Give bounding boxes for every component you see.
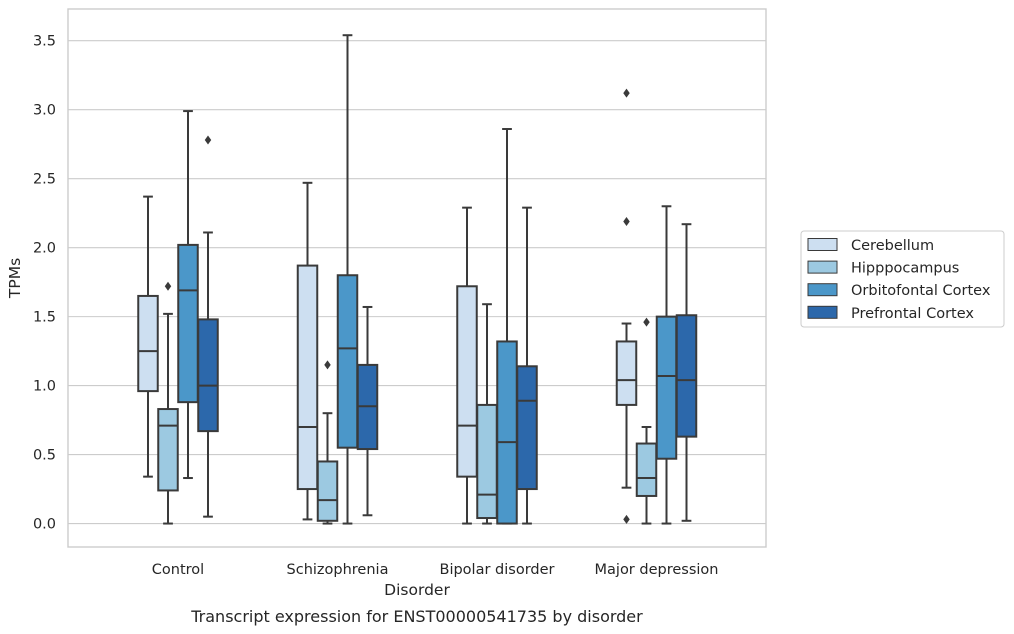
y-tick-label: 2.5	[33, 172, 56, 188]
plot-frame	[67, 8, 767, 548]
chart-caption: Transcript expression for ENST0000054173…	[190, 607, 643, 626]
box-iqr	[675, 314, 698, 438]
x-axis-label: Disorder	[384, 581, 450, 599]
box-iqr	[316, 460, 339, 522]
box-cerebellum-0	[137, 195, 159, 478]
legend-label: Orbitofontal Cortex	[851, 283, 991, 299]
legend-swatch	[807, 260, 838, 274]
box-orbitofontal-cortex-1	[336, 34, 359, 525]
box-hipppocampus-2	[476, 303, 498, 525]
box-iqr	[655, 315, 678, 460]
box-prefrontal-cortex-2	[516, 206, 538, 525]
legend-frame	[800, 230, 1005, 328]
outlier-point	[623, 514, 630, 524]
box-iqr	[137, 294, 159, 393]
x-tick-label: Bipolar disorder	[440, 562, 555, 578]
y-axis-label: TPMs	[6, 258, 24, 299]
box-iqr	[336, 274, 359, 449]
box-iqr	[496, 340, 518, 525]
box-cerebellum-3	[615, 88, 638, 524]
box-iqr	[615, 340, 638, 406]
box-orbitofontal-cortex-0	[177, 110, 199, 480]
outlier-point	[623, 88, 630, 98]
box-iqr	[516, 365, 538, 491]
y-tick-label: 0.5	[33, 448, 56, 464]
outlier-point	[324, 360, 331, 370]
y-tick-label: 2.0	[33, 241, 56, 257]
x-axis-ticks: Control Schizophrenia Bipolar disorder Majo…	[152, 562, 719, 578]
x-tick-label: Control	[152, 562, 204, 578]
legend-swatch	[807, 283, 838, 297]
box-iqr	[476, 403, 498, 520]
outlier-point	[164, 281, 172, 291]
box-iqr	[296, 264, 319, 491]
box-iqr	[456, 285, 478, 478]
y-tick-label: 0.0	[33, 517, 56, 533]
y-tick-label: 3.5	[33, 34, 56, 50]
box-cerebellum-1	[296, 181, 319, 521]
y-tick-label: 1.0	[33, 379, 56, 395]
box-prefrontal-cortex-3	[675, 223, 698, 522]
box-prefrontal-cortex-0	[197, 135, 219, 518]
box-iqr	[635, 442, 658, 497]
box-hipppocampus-1	[316, 360, 339, 525]
box-cerebellum-2	[456, 206, 478, 525]
legend-label: Hipppocampus	[851, 261, 959, 277]
y-tick-label: 3.0	[33, 103, 56, 119]
outlier-point	[643, 317, 650, 327]
box-hipppocampus-3	[635, 317, 658, 525]
x-tick-label: Major depression	[595, 562, 719, 578]
outlier-point	[623, 216, 630, 226]
box-orbitofontal-cortex-2	[496, 128, 518, 525]
box-prefrontal-cortex-1	[356, 305, 379, 517]
legend: Cerebellum Hipppocampus Orbitofontal Corte…	[800, 230, 1005, 328]
y-axis-ticks: 0.0 0.5 1.0 1.5 2.0 2.5 3.0 3.5	[33, 34, 56, 533]
box-iqr	[197, 318, 219, 433]
box-iqr	[157, 408, 179, 492]
box-iqr	[177, 243, 199, 404]
legend-swatch	[807, 305, 838, 319]
legend-label: Cerebellum	[851, 238, 934, 254]
y-tick-label: 1.5	[33, 310, 56, 326]
box-orbitofontal-cortex-3	[655, 205, 678, 525]
x-tick-label: Schizophrenia	[287, 562, 389, 578]
legend-swatch	[807, 238, 838, 251]
outlier-point	[204, 135, 212, 145]
box-hipppocampus-0	[157, 281, 179, 525]
box-plot-marks	[137, 34, 698, 525]
legend-label: Prefrontal Cortex	[851, 306, 974, 322]
